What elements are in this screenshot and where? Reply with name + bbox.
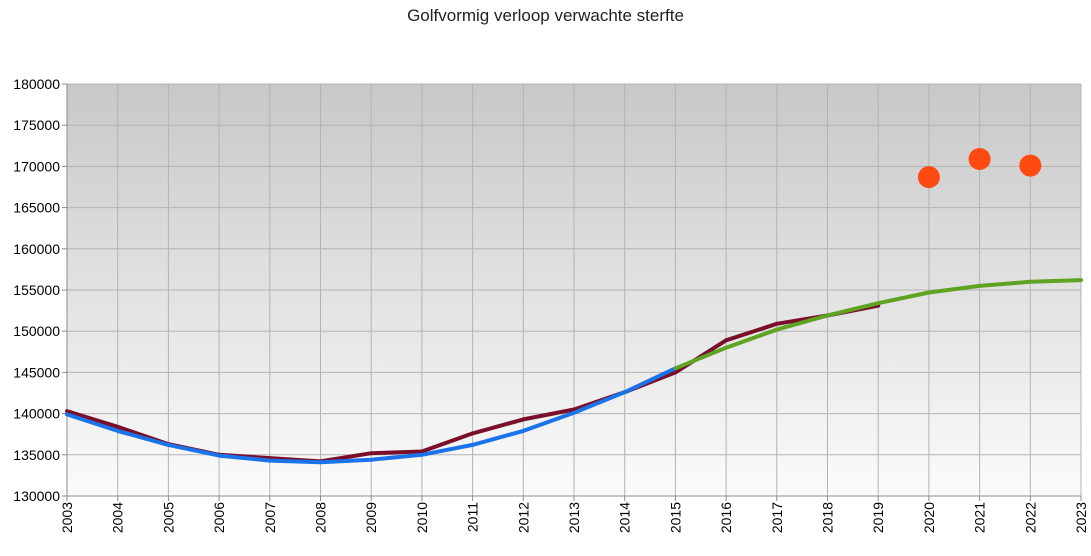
x-tick-label: 2008 [313,502,329,533]
x-tick-label: 2006 [211,502,227,533]
x-tick-label: 2004 [110,502,126,533]
scatter-point [1019,154,1042,177]
x-tick-label: 2009 [363,502,379,533]
grid [66,83,1082,497]
x-tick-label: 2012 [515,502,531,533]
y-tick-label: 175000 [13,117,60,133]
y-tick-label: 160000 [13,241,60,257]
series-line-2 [65,366,678,465]
x-tick-label: 2013 [566,502,582,533]
x-tick-label: 2018 [820,502,836,533]
y-tick-label: 130000 [13,488,60,504]
y-tick-label: 165000 [13,200,60,216]
x-tick-label: 2007 [262,502,278,533]
x-tick-label: 2021 [972,502,988,533]
series-layer [65,147,1083,465]
scatter-point [917,166,940,189]
axes [62,83,1082,501]
x-tick-label: 2020 [921,502,937,533]
series-line-3 [673,278,1083,371]
x-tick-label: 2014 [617,502,633,533]
y-tick-label: 140000 [13,406,60,422]
x-tick-label: 2022 [1022,502,1038,533]
y-tick-label: 180000 [13,76,60,92]
x-tick-label: 2005 [160,502,176,533]
y-tick-label: 145000 [13,364,60,380]
x-tick-label: 2010 [414,502,430,533]
x-tick-label: 2017 [769,502,785,533]
x-tick-label: 2015 [667,502,683,533]
x-tick-label: 2016 [718,502,734,533]
x-tick-label: 2023 [1073,502,1089,533]
y-tick-label: 135000 [13,447,60,463]
chart-title: Golfvormig verloop verwachte sterfte [407,6,684,25]
scatter-point [968,147,991,170]
y-tick-label: 150000 [13,323,60,339]
x-tick-label: 2011 [465,502,481,532]
y-tick-label: 155000 [13,282,60,298]
tick-labels: 130000 135000 140000 145000 150000 155000 1600… [13,76,1089,533]
y-tick-label: 170000 [13,158,60,174]
x-tick-label: 2019 [870,502,886,533]
x-tick-label: 2003 [59,502,75,533]
